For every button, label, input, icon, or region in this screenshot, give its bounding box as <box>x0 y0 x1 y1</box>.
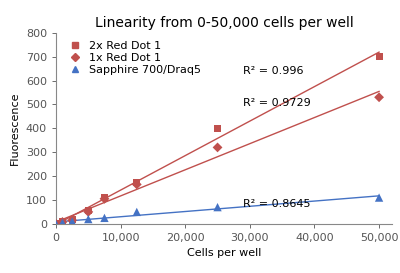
Sapphire 700/Draq5 <box>59 221 66 225</box>
2x Red Dot 1 <box>214 126 221 130</box>
2x Red Dot 1 <box>376 54 382 59</box>
Legend: 2x Red Dot 1, 1x Red Dot 1, Sapphire 700/Draq5: 2x Red Dot 1, 1x Red Dot 1, Sapphire 700… <box>62 38 204 77</box>
1x Red Dot 1 <box>134 182 140 187</box>
Text: R² = 0.8645: R² = 0.8645 <box>243 198 311 209</box>
Sapphire 700/Draq5 <box>376 195 382 200</box>
Y-axis label: Fluorescence: Fluorescence <box>10 91 20 165</box>
Sapphire 700/Draq5 <box>134 210 140 214</box>
1x Red Dot 1 <box>85 210 92 214</box>
2x Red Dot 1 <box>59 219 66 224</box>
Sapphire 700/Draq5 <box>53 222 59 226</box>
X-axis label: Cells per well: Cells per well <box>187 248 261 259</box>
Sapphire 700/Draq5 <box>69 219 75 224</box>
1x Red Dot 1 <box>101 197 108 201</box>
2x Red Dot 1 <box>85 209 92 213</box>
1x Red Dot 1 <box>69 218 75 222</box>
Title: Linearity from 0-50,000 cells per well: Linearity from 0-50,000 cells per well <box>95 16 353 30</box>
1x Red Dot 1 <box>376 95 382 99</box>
Sapphire 700/Draq5 <box>214 205 221 209</box>
2x Red Dot 1 <box>53 222 59 226</box>
2x Red Dot 1 <box>69 217 75 221</box>
1x Red Dot 1 <box>53 222 59 226</box>
2x Red Dot 1 <box>101 195 108 200</box>
Text: R² = 0.9729: R² = 0.9729 <box>243 98 311 108</box>
Sapphire 700/Draq5 <box>85 217 92 221</box>
Text: R² = 0.996: R² = 0.996 <box>243 66 304 76</box>
2x Red Dot 1 <box>134 180 140 184</box>
1x Red Dot 1 <box>59 220 66 224</box>
1x Red Dot 1 <box>214 145 221 150</box>
Sapphire 700/Draq5 <box>101 216 108 220</box>
